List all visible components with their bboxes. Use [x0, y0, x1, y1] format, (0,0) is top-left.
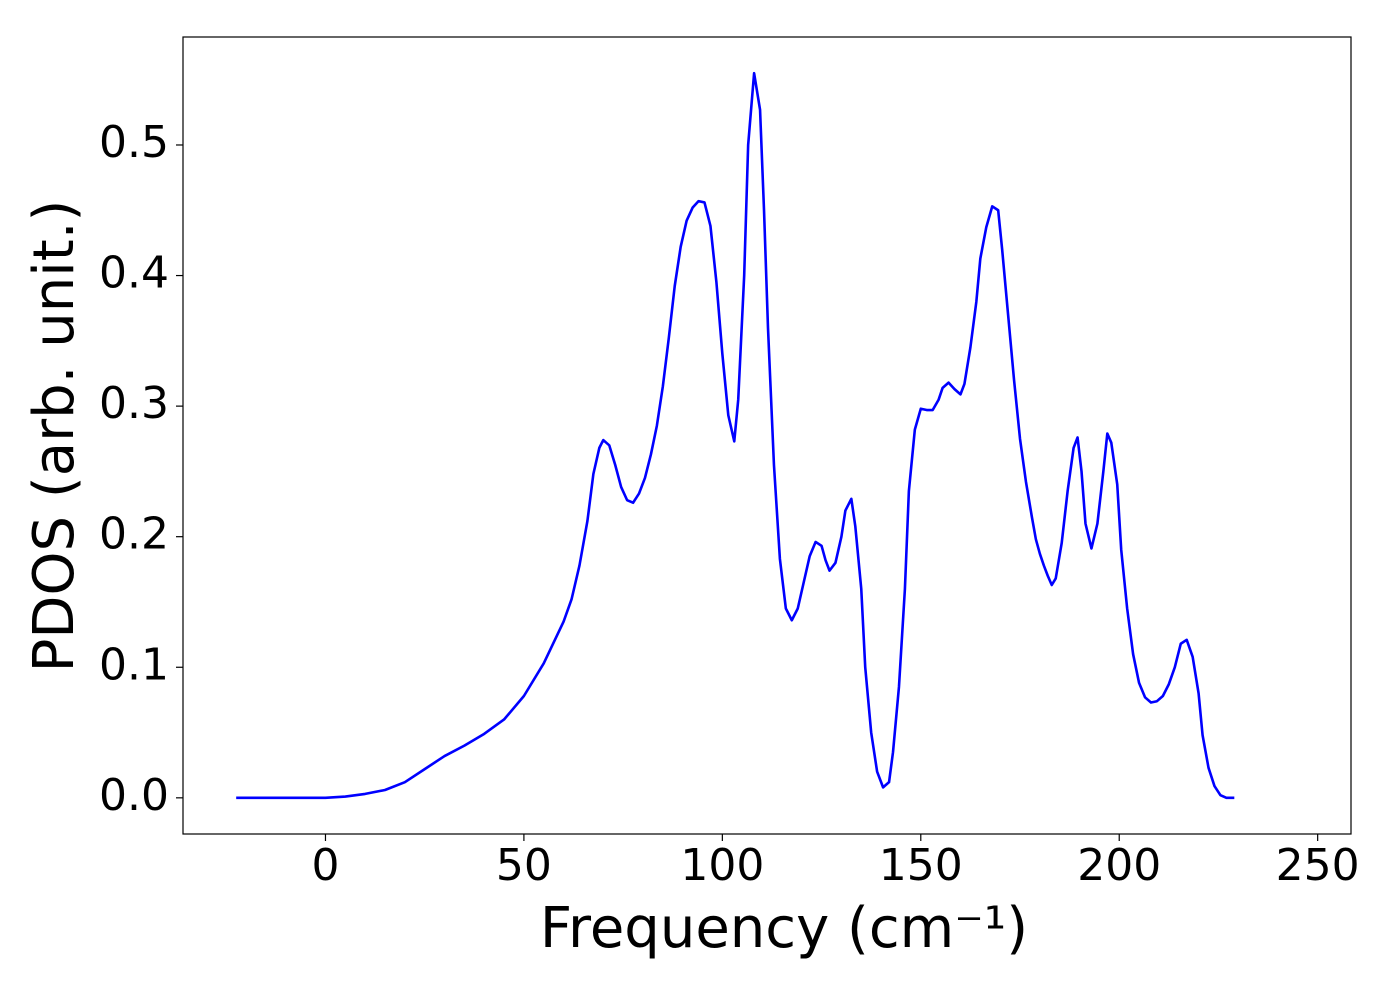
y-tick-label: 0.2: [99, 509, 169, 560]
y-axis-label: PDOS (arb. unit.): [22, 200, 87, 673]
x-tick-label: 200: [1077, 840, 1161, 891]
y-tick-label: 0.0: [99, 770, 169, 821]
y-tick-label: 0.4: [99, 248, 169, 299]
x-tick-label: 250: [1276, 840, 1360, 891]
y-tick-label: 0.1: [99, 639, 169, 690]
plot-frame: [182, 36, 1352, 835]
y-tick-label: 0.5: [99, 117, 169, 168]
x-tick-label: 100: [680, 840, 764, 891]
x-tick-label: 0: [311, 840, 339, 891]
x-axis-label: Frequency (cm⁻¹): [540, 896, 1028, 961]
x-tick-label: 50: [496, 840, 552, 891]
pdos-line: [236, 71, 1235, 800]
x-tick-label: 150: [879, 840, 963, 891]
y-tick-label: 0.3: [99, 378, 169, 429]
